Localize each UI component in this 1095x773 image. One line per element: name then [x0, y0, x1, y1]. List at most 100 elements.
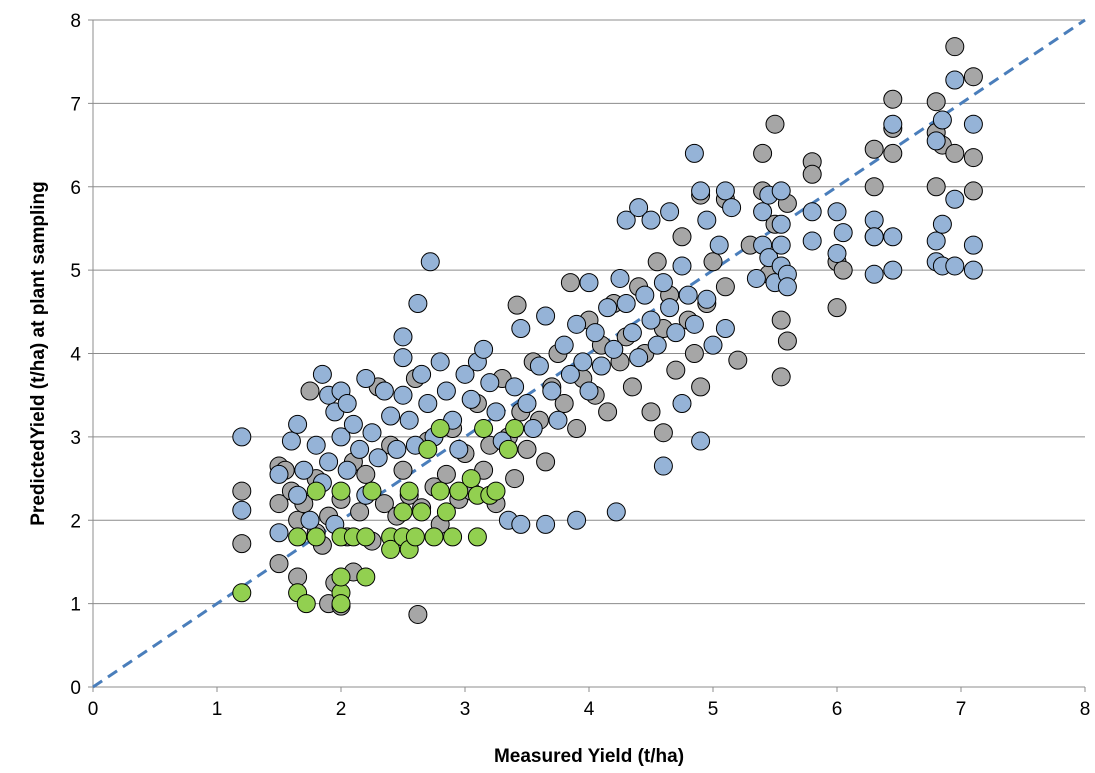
- data-point-series-1-109: [771, 235, 791, 255]
- data-point-series-1-21: [350, 439, 370, 459]
- data-point-series-1-128: [932, 110, 952, 130]
- data-point-series-0-105: [883, 89, 903, 109]
- data-point-series-1-65: [573, 352, 593, 372]
- data-point-series-2-28: [443, 527, 463, 547]
- data-point-series-1-135: [963, 235, 983, 255]
- data-point-series-0-54: [536, 452, 556, 472]
- data-point-series-2-18: [393, 502, 413, 522]
- data-point-series-1-13: [319, 452, 339, 472]
- data-point-series-2-14: [362, 481, 382, 501]
- y-tick-label: 4: [70, 345, 81, 366]
- data-point-series-1-53: [511, 318, 531, 338]
- data-point-series-1-4: [281, 431, 301, 451]
- data-point-series-1-31: [393, 385, 413, 405]
- data-point-series-0-93: [771, 310, 791, 330]
- data-point-series-0-1: [232, 534, 252, 554]
- data-point-series-1-84: [653, 456, 673, 476]
- data-point-series-0-37: [436, 464, 456, 484]
- gridlines: [93, 19, 1085, 605]
- data-point-series-1-6: [288, 485, 308, 505]
- data-point-series-2-6: [331, 481, 351, 501]
- data-point-series-0-59: [567, 419, 587, 439]
- data-point-series-1-19: [337, 460, 357, 480]
- data-point-series-2-19: [399, 481, 419, 501]
- data-point-series-1-118: [833, 223, 853, 243]
- data-point-series-1-43: [455, 364, 475, 384]
- data-point-series-1-116: [827, 243, 847, 263]
- data-point-series-0-113: [945, 143, 965, 163]
- y-tick-label: 1: [70, 595, 81, 616]
- y-axis-title: PredictedYield (t/ha) at plant sampling: [28, 181, 49, 526]
- data-point-series-2-29: [449, 481, 469, 501]
- axes: [88, 19, 1086, 692]
- data-point-series-2-33: [474, 419, 494, 439]
- tick-labels: 0 1 2 3 4 5 6 7 8 0 1 2 3 4 5 6 7 8: [70, 11, 1090, 720]
- data-points: [232, 37, 983, 624]
- data-point-series-1-134: [963, 114, 983, 134]
- data-point-series-0-49: [507, 295, 527, 315]
- data-point-series-0-77: [672, 227, 692, 247]
- data-point-series-0-91: [765, 114, 785, 134]
- y-tick-label: 3: [70, 428, 81, 449]
- data-point-series-0-83: [703, 252, 723, 272]
- data-point-series-1-85: [660, 298, 680, 318]
- data-point-series-1-136: [963, 260, 983, 280]
- data-point-series-1-44: [461, 389, 481, 409]
- data-point-series-2-12: [356, 527, 376, 547]
- data-point-series-0-58: [560, 273, 580, 293]
- x-axis-title: Measured Yield (t/ha): [494, 746, 684, 767]
- data-point-series-1-26: [374, 381, 394, 401]
- data-point-series-0-64: [598, 402, 618, 422]
- y-tick-label: 0: [70, 678, 81, 699]
- data-point-series-1-79: [635, 285, 655, 305]
- data-point-series-1-121: [864, 264, 884, 284]
- data-point-series-0-4: [269, 554, 289, 574]
- data-point-series-1-96: [697, 210, 717, 230]
- data-point-series-0-71: [641, 402, 661, 422]
- data-point-series-1-55: [523, 419, 543, 439]
- data-point-series-1-30: [393, 348, 413, 368]
- data-point-series-1-86: [660, 202, 680, 222]
- data-point-series-1-71: [604, 339, 624, 359]
- data-point-series-2-27: [436, 502, 456, 522]
- data-point-series-0-10: [300, 381, 320, 401]
- data-point-series-1-75: [616, 210, 636, 230]
- data-point-series-2-16: [381, 539, 401, 559]
- data-point-series-0-112: [945, 37, 965, 57]
- data-point-series-0-0: [232, 481, 252, 501]
- data-point-series-1-22: [356, 369, 376, 389]
- data-point-series-1-119: [864, 210, 884, 230]
- data-point-series-1-24: [362, 423, 382, 443]
- data-point-series-0-57: [554, 394, 574, 414]
- data-point-series-0-51: [517, 439, 537, 459]
- data-point-series-1-124: [883, 260, 903, 280]
- data-point-series-1-29: [393, 327, 413, 347]
- data-point-series-1-59: [542, 381, 562, 401]
- data-point-series-1-64: [567, 314, 587, 334]
- data-point-series-1-67: [579, 381, 599, 401]
- data-point-series-1-48: [486, 402, 506, 422]
- data-point-series-2-13: [356, 567, 376, 587]
- data-point-series-0-107: [883, 143, 903, 163]
- x-tick-label: 8: [1080, 699, 1091, 720]
- data-point-series-1-80: [641, 310, 661, 330]
- data-point-series-0-3: [269, 494, 289, 514]
- data-point-series-0-8: [288, 567, 308, 587]
- data-point-series-1-47: [480, 373, 500, 393]
- data-point-series-1-114: [802, 202, 822, 222]
- data-point-series-1-69: [591, 356, 611, 376]
- data-point-series-1-57: [536, 514, 556, 534]
- data-point-series-0-99: [827, 298, 847, 318]
- data-point-series-1-83: [653, 273, 673, 293]
- data-point-series-1-25: [368, 448, 388, 468]
- data-point-series-1-5: [288, 414, 308, 434]
- data-point-series-1-120: [864, 227, 884, 247]
- data-point-series-0-68: [622, 377, 642, 397]
- data-point-series-1-17: [331, 427, 351, 447]
- data-point-series-1-8: [300, 510, 320, 530]
- data-point-series-0-48: [505, 469, 525, 489]
- data-point-series-1-0: [232, 427, 252, 447]
- data-point-series-2-30: [461, 469, 481, 489]
- data-point-series-0-26: [374, 494, 394, 514]
- data-point-series-1-7: [294, 460, 314, 480]
